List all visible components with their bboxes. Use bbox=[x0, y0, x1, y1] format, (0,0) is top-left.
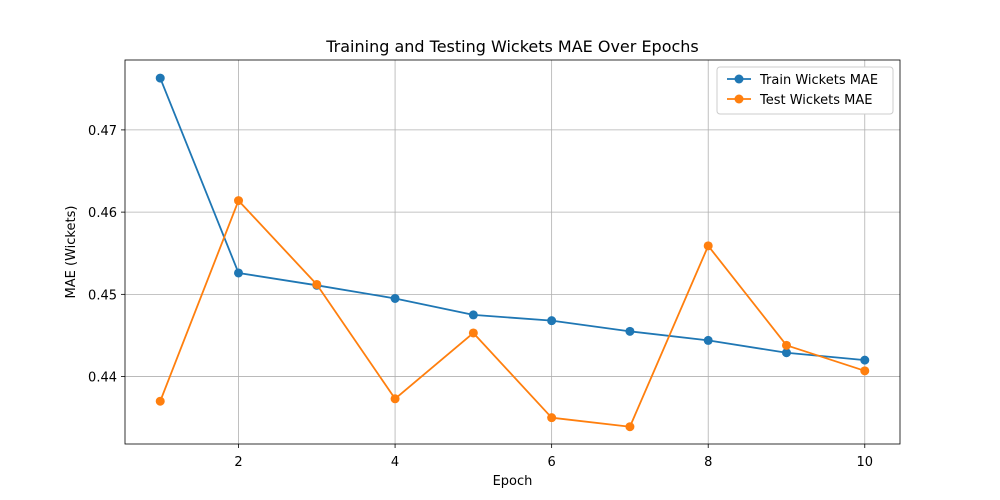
data-point-train bbox=[155, 73, 165, 83]
x-tick-label: 2 bbox=[234, 455, 242, 470]
x-tick-label: 10 bbox=[856, 455, 873, 470]
chart-title: Training and Testing Wickets MAE Over Ep… bbox=[325, 37, 699, 56]
data-point-test bbox=[547, 413, 557, 423]
y-tick-label: 0.47 bbox=[88, 124, 117, 139]
data-point-train bbox=[625, 326, 635, 336]
axis-ticks: 2 4 6 8 10 0.44 0.45 0.46 0.47 bbox=[88, 124, 873, 470]
data-point-test bbox=[860, 366, 870, 376]
series-line-train bbox=[159, 77, 865, 362]
data-point-train bbox=[468, 310, 478, 320]
data-point-test bbox=[155, 396, 165, 406]
data-point-test bbox=[312, 279, 322, 289]
x-tick-label: 6 bbox=[548, 455, 556, 470]
data-point-train bbox=[860, 355, 870, 365]
legend: Train Wickets MAE Test Wickets MAE bbox=[716, 66, 894, 115]
legend-label-train: Train Wickets MAE bbox=[759, 73, 878, 88]
data-point-train bbox=[781, 348, 791, 358]
y-tick-label: 0.45 bbox=[88, 288, 117, 303]
data-point-train bbox=[234, 268, 244, 278]
y-axis-label: MAE (Wickets) bbox=[64, 206, 79, 299]
x-tick-label: 8 bbox=[704, 455, 712, 470]
data-point-test bbox=[234, 196, 244, 206]
plot-frame bbox=[124, 59, 901, 445]
legend-marker-train bbox=[734, 74, 744, 84]
data-point-test bbox=[390, 394, 400, 404]
x-axis-label: Epoch bbox=[493, 474, 533, 489]
data-point-test bbox=[468, 328, 478, 338]
data-point-test bbox=[703, 241, 713, 251]
legend-label-test: Test Wickets MAE bbox=[759, 93, 872, 108]
legend-box bbox=[716, 66, 894, 115]
y-tick-label: 0.44 bbox=[88, 371, 117, 386]
data-point-train bbox=[703, 335, 713, 345]
series-layer bbox=[155, 73, 870, 432]
data-point-test bbox=[625, 422, 635, 432]
data-point-train bbox=[547, 316, 557, 326]
legend-marker-test bbox=[734, 94, 744, 104]
y-tick-label: 0.46 bbox=[88, 206, 117, 221]
series-line-test bbox=[159, 199, 866, 428]
data-point-test bbox=[781, 340, 791, 350]
x-tick-label: 4 bbox=[391, 455, 399, 470]
data-point-train bbox=[390, 293, 400, 303]
